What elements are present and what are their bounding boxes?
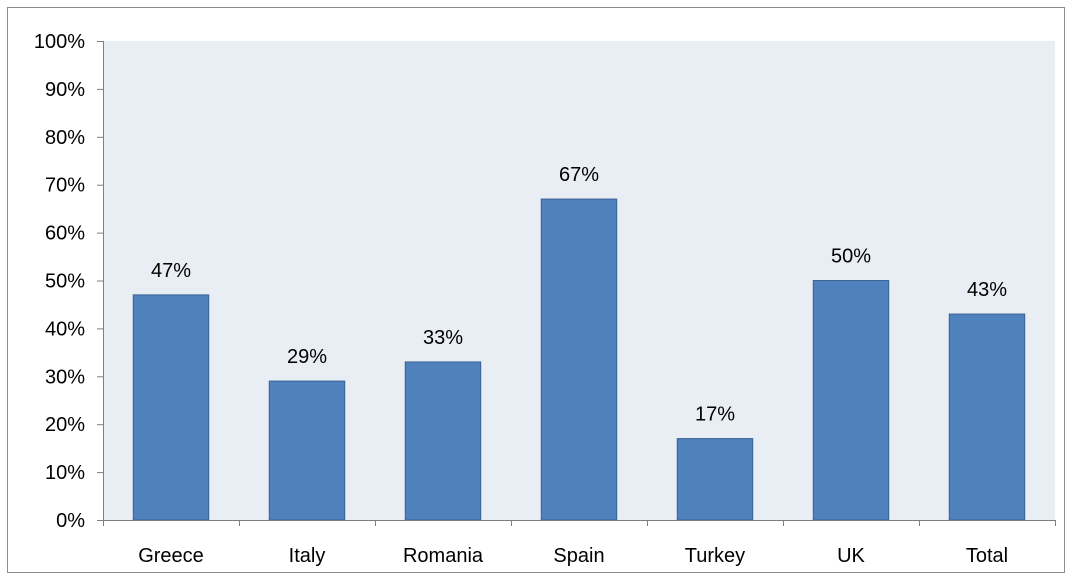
data-label-uk: 50%: [831, 246, 871, 268]
x-tick-label-italy: Italy: [289, 545, 326, 567]
y-tick-label-30: 30%: [45, 366, 85, 388]
x-tick-label-turkey: Turkey: [685, 545, 745, 567]
axis-layer: [97, 41, 1056, 526]
bar-uk: [812, 280, 890, 521]
y-tick-label-70: 70%: [45, 175, 85, 197]
bar-spain: [540, 198, 618, 521]
y-tick-label-20: 20%: [45, 414, 85, 436]
y-tick-label-10: 10%: [45, 462, 85, 484]
data-label-romania: 33%: [423, 327, 463, 349]
y-tick-label-50: 50%: [45, 271, 85, 293]
bars-layer: [132, 198, 1026, 521]
data-label-total: 43%: [967, 279, 1007, 301]
bar-total: [948, 313, 1026, 521]
bar-turkey: [676, 438, 754, 521]
y-tick-label-0: 0%: [56, 510, 85, 532]
x-tick-label-romania: Romania: [403, 545, 484, 567]
x-tick-label-uk: UK: [837, 545, 865, 567]
y-tick-label-80: 80%: [45, 127, 85, 149]
data-label-turkey: 17%: [695, 404, 735, 426]
data-label-greece: 47%: [151, 260, 191, 282]
data-label-italy: 29%: [287, 346, 327, 368]
labels-layer: 47% Greece 29% Italy 33% Romania 67% Spain 17% Tu…: [34, 31, 1008, 567]
bar-greece: [132, 294, 210, 521]
x-tick-label-total: Total: [966, 545, 1008, 567]
y-tick-label-100: 100%: [34, 31, 85, 53]
x-tick-label-greece: Greece: [138, 545, 204, 567]
bar-romania: [404, 361, 482, 521]
data-label-spain: 67%: [559, 164, 599, 186]
x-tick-label-spain: Spain: [553, 545, 604, 567]
y-tick-label-60: 60%: [45, 223, 85, 245]
bar-italy: [268, 380, 346, 521]
y-tick-label-90: 90%: [45, 79, 85, 101]
y-tick-label-40: 40%: [45, 318, 85, 340]
